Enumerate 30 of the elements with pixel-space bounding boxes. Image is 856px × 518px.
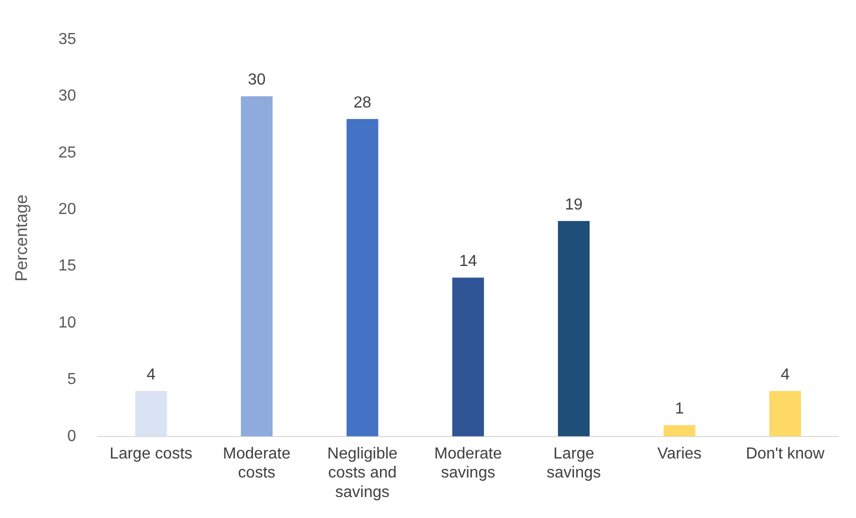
bar [346, 118, 378, 436]
x-tick-label: Moderate savings [434, 445, 502, 482]
y-tick-label: 35 [58, 31, 76, 48]
bar [769, 391, 802, 436]
data-label: 1 [675, 400, 684, 418]
data-label: 4 [780, 366, 790, 384]
y-tick-label: 0 [67, 428, 76, 445]
data-label: 14 [459, 253, 478, 270]
x-tick-label: Negligible costs and savings [327, 445, 398, 501]
x-tick-label: Moderate costs [222, 445, 291, 482]
x-tick-label: Large costs [110, 445, 192, 462]
y-tick-label: 15 [58, 258, 76, 275]
data-label: 30 [248, 72, 266, 89]
data-label: 19 [564, 196, 583, 214]
bar [664, 425, 696, 436]
x-tick-label: Large savings [546, 445, 601, 482]
y-tick-label: 5 [67, 371, 76, 388]
x-tick-label: Don't know [746, 445, 825, 462]
x-tick-label: Varies [657, 445, 702, 462]
y-axis-title: Percentage [12, 194, 31, 282]
bar [240, 96, 273, 436]
data-label: 28 [354, 94, 372, 112]
bar [452, 278, 484, 436]
data-label: 4 [146, 366, 156, 384]
y-tick-label: 30 [58, 88, 76, 105]
bar [135, 391, 167, 436]
y-tick-label: 20 [58, 201, 76, 218]
bar [558, 220, 590, 436]
y-tick-label: 10 [58, 314, 76, 332]
y-tick-label: 25 [58, 144, 76, 162]
